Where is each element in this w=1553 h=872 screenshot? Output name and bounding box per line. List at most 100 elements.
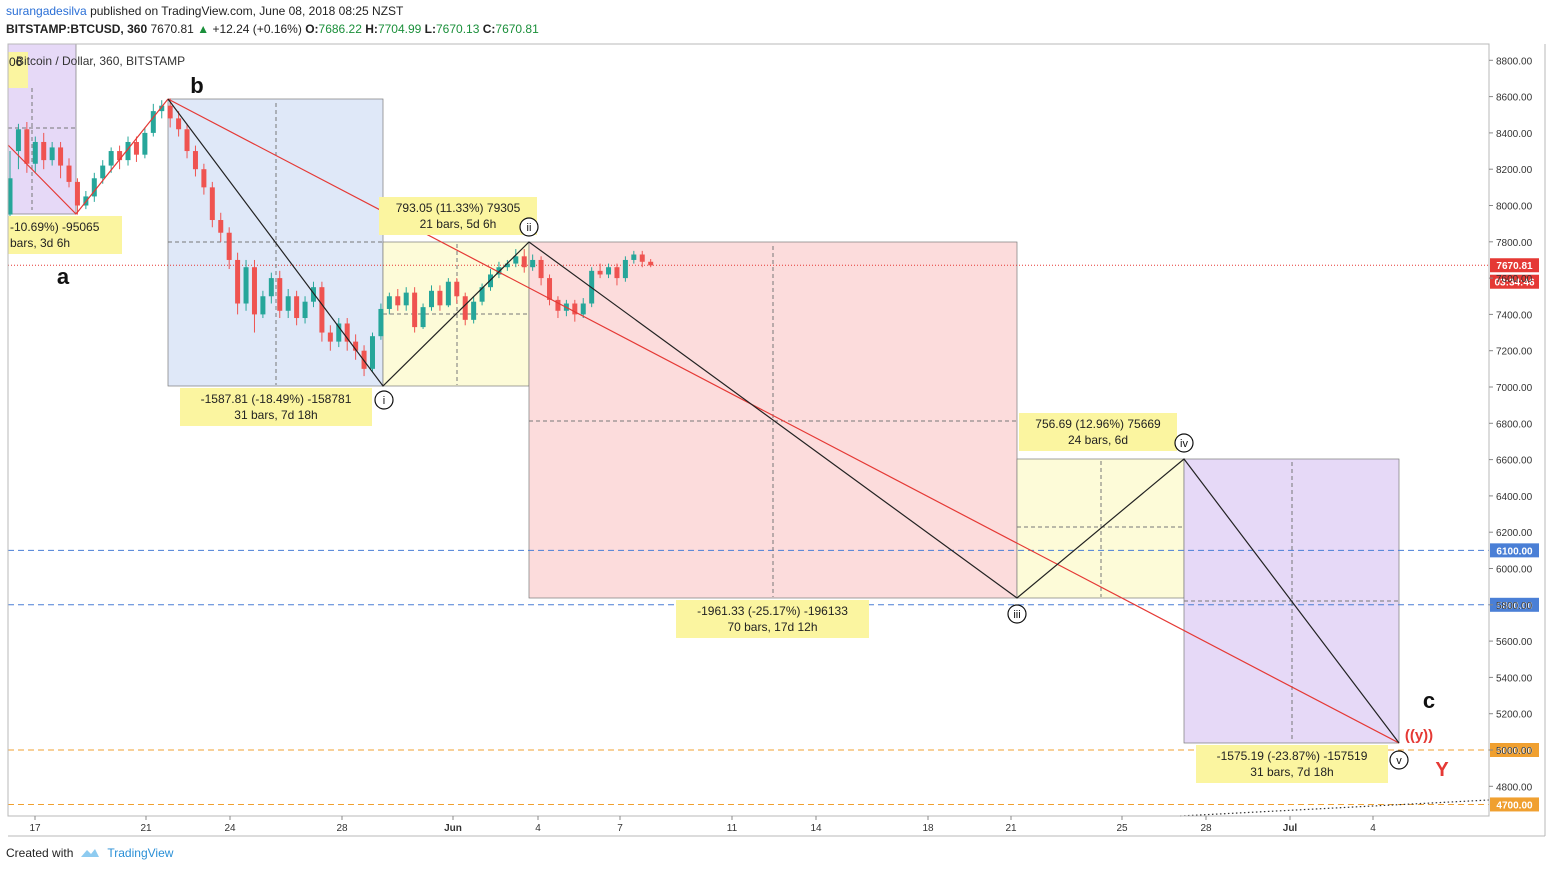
tradingview-brand-link[interactable]: TradingView — [107, 846, 174, 860]
symbol-info-bar: BITSTAMP:BTCUSD, 360 7670.81 ▲ +12.24 (+… — [6, 22, 539, 36]
candle-body — [260, 296, 266, 315]
measure-label-line2: 70 bars, 17d 12h — [727, 620, 817, 634]
candle — [555, 296, 561, 319]
candle — [15, 123, 21, 170]
y-tick-label: 6800.00 — [1496, 419, 1533, 430]
price-label-bg — [1490, 797, 1539, 812]
author-link[interactable]: surangadesilva — [6, 4, 87, 18]
candle — [268, 272, 274, 304]
candle-body — [462, 296, 468, 320]
x-tick-label: 25 — [1116, 823, 1128, 834]
measure-label-line2: bars, 3d 6h — [10, 236, 70, 250]
candle-body — [277, 278, 283, 311]
x-tick-label: Jul — [1283, 823, 1298, 834]
candle-body — [395, 296, 401, 306]
candle — [319, 281, 325, 342]
measure-label-bg — [379, 197, 537, 235]
candle-body — [639, 254, 645, 262]
candle — [378, 303, 384, 340]
symbol-name: BITSTAMP:BTCUSD, 360 — [6, 22, 148, 36]
candle-body — [648, 261, 654, 266]
candle — [454, 278, 460, 304]
measure-label-bg — [676, 600, 869, 638]
candle-body — [353, 341, 359, 351]
wave-label-iii: iii — [1007, 604, 1027, 624]
candle — [648, 259, 654, 268]
candle-body — [294, 296, 300, 319]
candle-body — [125, 141, 131, 161]
candle — [429, 285, 434, 311]
candle — [395, 288, 401, 311]
candle-body — [555, 299, 561, 311]
candle-body — [530, 259, 536, 268]
y-tick-label: 6200.00 — [1496, 528, 1533, 539]
low-label: L: — [424, 22, 436, 36]
created-with-text: Created with — [6, 846, 74, 860]
publish-info: surangadesilva published on TradingView.… — [6, 4, 403, 18]
x-tick-label: 17 — [29, 823, 41, 834]
close-value: 7670.81 — [495, 22, 539, 36]
candle — [403, 287, 409, 311]
x-tick-label: Jun — [444, 823, 462, 834]
candle — [159, 100, 165, 119]
x-tick-label: 4 — [535, 823, 541, 834]
price-label: 5000.00 — [1490, 743, 1539, 757]
price-label-text: 6100.00 — [1496, 546, 1533, 557]
candle — [631, 250, 637, 264]
price-label-text: 7670.81 — [1496, 261, 1533, 272]
candle — [277, 270, 283, 319]
candle-body — [437, 290, 443, 306]
candle — [580, 298, 586, 319]
candle-body — [614, 267, 620, 279]
candle-body — [192, 151, 198, 170]
measure-label: 756.69 (12.96%) 75669 24 bars, 6d — [1019, 413, 1177, 451]
candle — [32, 136, 38, 173]
price-label-text: 5800.00 — [1496, 601, 1533, 612]
high-label: H: — [365, 22, 378, 36]
candle — [192, 145, 198, 177]
candle-body — [622, 259, 628, 279]
candle-body — [100, 165, 106, 179]
candle-body — [184, 129, 190, 152]
candle-body — [403, 292, 409, 306]
candle-body — [488, 274, 494, 288]
candle-body — [538, 259, 544, 279]
candle — [49, 141, 55, 166]
candle-body — [117, 151, 123, 161]
measure-label-line1: 793.05 (11.33%) 79305 — [396, 201, 521, 215]
high-value: 7704.99 — [377, 22, 422, 36]
candle — [504, 259, 510, 271]
candle-body — [319, 287, 325, 333]
plot-frame — [7, 43, 1490, 817]
y-tick-label: 6000.00 — [1496, 565, 1533, 576]
corner-label: 06 — [9, 55, 23, 69]
corner-label-bg — [8, 52, 28, 88]
candle-body — [471, 301, 477, 320]
x-tick-label: 11 — [727, 823, 738, 834]
candle — [218, 212, 224, 242]
price-label-bg — [1490, 274, 1539, 289]
candle — [471, 296, 477, 324]
wave-circle — [374, 390, 394, 410]
candle — [336, 318, 342, 348]
price-label: 03:34:46 — [1490, 274, 1539, 289]
x-tick-label: 7 — [617, 823, 623, 834]
y-tick-label: 8800.00 — [1496, 56, 1533, 67]
wave-label-ii: ii — [519, 217, 539, 237]
price-label-bg — [1490, 597, 1539, 612]
candle-body — [513, 256, 519, 264]
candle — [209, 181, 215, 228]
candle — [251, 259, 257, 333]
candle-body — [108, 151, 114, 166]
last-price: 7670.81 — [150, 22, 194, 36]
y-tick-label: 8600.00 — [1496, 93, 1533, 104]
wave-label-v: v — [1389, 750, 1409, 770]
candle-body — [209, 187, 215, 221]
y-tick-label: 8200.00 — [1496, 165, 1533, 176]
x-tick-label: 28 — [1200, 823, 1212, 834]
y-tick-label: 7600.00 — [1496, 274, 1533, 285]
measure-label-line2: 24 bars, 6d — [1068, 433, 1128, 447]
candle-body — [243, 267, 249, 304]
candle-body — [429, 290, 434, 308]
